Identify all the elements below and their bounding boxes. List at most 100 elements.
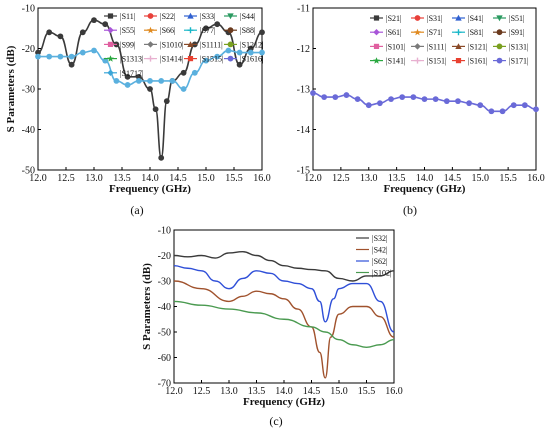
data-point — [343, 92, 350, 98]
chart-panel-b: 12.0 12.5 13.0 13.5 14.0 14.5 15.0 15.5 16.0 -11 -… — [297, 4, 545, 218]
y-tick-label: -20 — [158, 251, 171, 262]
legend-entry-label: |S1717| — [120, 69, 144, 78]
x-tick-label: 12.5 — [193, 386, 211, 397]
legend-marker — [373, 43, 380, 49]
x-tick-label: 14.5 — [169, 173, 187, 184]
legend-marker — [227, 13, 234, 20]
legend-marker — [496, 15, 503, 22]
legend-entry-label: |S141| — [386, 57, 406, 66]
data-point — [135, 73, 142, 80]
x-tick-label: 16.0 — [385, 386, 403, 397]
legend-entry-label: |S21| — [386, 14, 402, 23]
data-point — [57, 33, 64, 40]
legend-entry-label: |S33| — [200, 12, 216, 21]
data-point — [521, 102, 528, 109]
x-tick-label: 12.5 — [332, 173, 350, 184]
legend-entry-label: |S44| — [240, 12, 256, 21]
legend-marker — [496, 29, 503, 36]
data-point — [354, 96, 361, 103]
series-line — [173, 250, 395, 282]
legend-marker — [107, 55, 114, 62]
chart-panel-c: 12.0 12.5 13.0 13.5 14.0 14.5 15.0 15.5 16.0 -10 -… — [141, 226, 403, 429]
data-point — [321, 94, 328, 100]
x-tick-label: 12.0 — [304, 173, 322, 184]
y-tick-label: -10 — [22, 4, 35, 15]
data-point — [68, 53, 75, 60]
x-tick-label: 13.5 — [248, 386, 266, 397]
data-point — [247, 49, 254, 56]
legend-entry-label: |S1313| — [120, 55, 144, 64]
data-point — [214, 53, 221, 60]
data-point — [147, 78, 153, 84]
legend-marker — [227, 27, 234, 34]
data-point — [236, 61, 243, 68]
data-point — [68, 61, 75, 68]
legend-entry-label: |S1515| — [200, 55, 224, 64]
legend-marker — [414, 57, 421, 64]
legend-marker — [373, 29, 380, 36]
series-line — [173, 265, 395, 333]
y-tick-label: -12 — [297, 44, 310, 55]
x-tick-label: 14.5 — [303, 386, 321, 397]
legend-entry-label: |S81| — [468, 28, 484, 37]
data-point — [477, 102, 484, 109]
x-axis-label: Frequency (GHz) — [384, 183, 466, 195]
legend-entry-label: |S1010| — [160, 40, 184, 49]
data-point — [236, 49, 243, 56]
chart-panel-a: 12.0 12.5 13.0 13.5 14.0 14.5 15.0 15.5 16.0 -10 -… — [5, 4, 271, 218]
y-tick-label: -14 — [297, 125, 310, 136]
legend-marker — [187, 12, 194, 19]
x-tick-label: 12.0 — [29, 173, 47, 184]
legend-entry-label: |S102| — [372, 269, 392, 278]
legend-entry-label: |S31| — [427, 14, 443, 23]
data-point — [163, 98, 170, 105]
y-tick-label: -60 — [158, 353, 171, 364]
legend-entry-label: |S71| — [427, 28, 443, 37]
legend-marker — [187, 27, 194, 34]
x-tick-label: 16.0 — [527, 173, 545, 184]
legend-marker — [455, 58, 462, 64]
data-point — [79, 49, 86, 56]
legend-marker — [147, 26, 154, 34]
legend-entry-label: |S77| — [200, 26, 216, 35]
legend-marker — [455, 29, 462, 36]
panel-caption: (c) — [269, 414, 282, 428]
x-tick-label: 15.5 — [225, 173, 243, 184]
legend-entry-label: |S171| — [509, 57, 529, 66]
legend-entry-label: |S111| — [427, 42, 446, 51]
legend-marker — [496, 57, 503, 64]
panel-caption: (a) — [130, 203, 143, 217]
x-axis-label: Frequency (GHz) — [243, 396, 325, 408]
legend-marker — [227, 41, 234, 48]
x-tick-label: 16.0 — [253, 173, 271, 184]
data-point — [152, 106, 159, 113]
legend-entry-label: |S11| — [120, 12, 135, 21]
data-point — [91, 47, 97, 54]
y-tick-label: -50 — [158, 328, 171, 339]
data-point — [180, 86, 187, 92]
legend-entry-label: |S55| — [120, 26, 136, 35]
panel-caption: (b) — [403, 203, 417, 217]
legend-marker — [455, 14, 462, 21]
legend-entry-label: |S32| — [372, 234, 388, 243]
legend-entry-label: |S1212| — [240, 40, 264, 49]
x-tick-label: 15.0 — [330, 386, 348, 397]
legend-entry-label: |S161| — [468, 57, 488, 66]
series-line — [173, 280, 395, 379]
legend-entry-label: |S91| — [509, 28, 525, 37]
legend-marker — [147, 13, 154, 19]
x-tick-label: 13.0 — [360, 173, 378, 184]
legend-entry-label: |S51| — [509, 14, 525, 23]
data-point — [102, 57, 109, 64]
x-tick-label: 15.0 — [197, 173, 215, 184]
data-point — [225, 47, 232, 54]
data-point — [180, 69, 187, 76]
legend-entry-label: |S62| — [372, 257, 388, 266]
data-point — [510, 102, 517, 109]
y-tick-label: -30 — [22, 85, 35, 96]
legend-marker — [107, 69, 114, 76]
data-point — [169, 78, 176, 84]
x-tick-label: 13.0 — [85, 173, 103, 184]
legend-entry-label: |S151| — [427, 57, 447, 66]
